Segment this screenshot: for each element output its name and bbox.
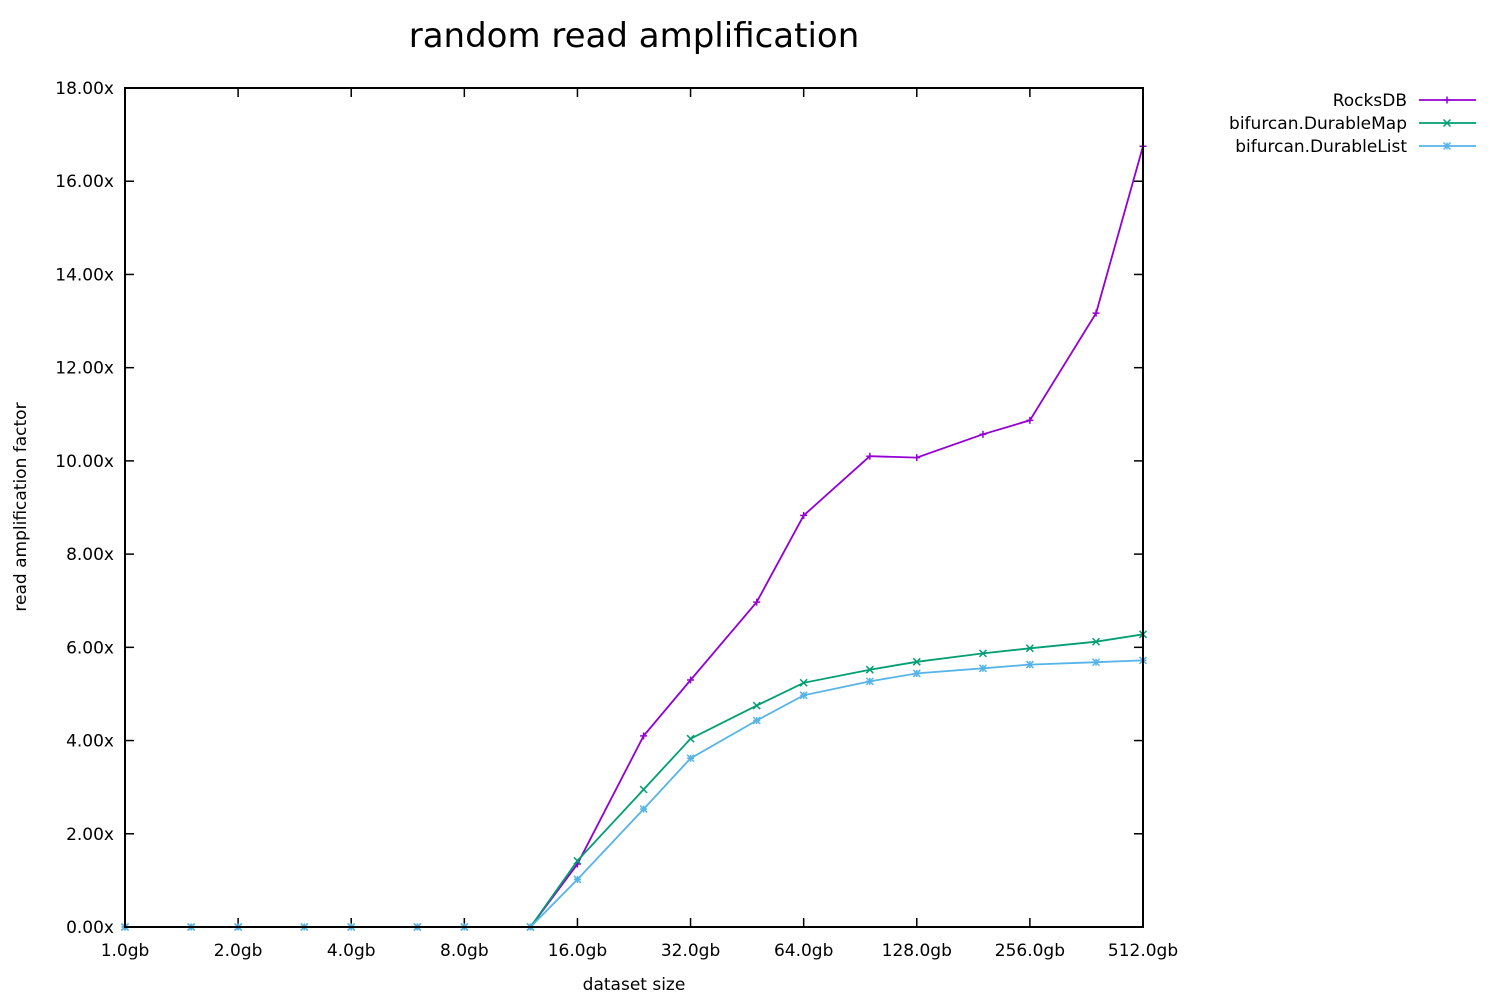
data-point bbox=[1025, 660, 1034, 669]
x-tick-label: 32.0gb bbox=[661, 941, 720, 961]
data-point bbox=[799, 691, 808, 700]
y-tick-label: 4.00x bbox=[66, 732, 114, 752]
data-point bbox=[913, 454, 921, 462]
legend-marker bbox=[1443, 96, 1451, 104]
data-point bbox=[1092, 637, 1101, 646]
legend-label: RocksDB bbox=[1333, 91, 1407, 111]
data-point bbox=[1092, 309, 1100, 317]
series-line-0 bbox=[125, 146, 1144, 928]
series-line-1 bbox=[125, 633, 1144, 928]
data-point bbox=[978, 649, 987, 658]
y-tick-label: 2.00x bbox=[66, 825, 114, 845]
data-point bbox=[800, 511, 808, 519]
data-point bbox=[686, 734, 695, 743]
x-tick-label: 2.0gb bbox=[214, 941, 263, 961]
legend-marker bbox=[1442, 141, 1452, 151]
x-tick-label: 4.0gb bbox=[327, 941, 376, 961]
data-point bbox=[639, 805, 648, 814]
data-point bbox=[640, 732, 648, 740]
data-point bbox=[865, 665, 874, 674]
y-tick-label: 12.00x bbox=[55, 359, 114, 379]
legend: RocksDB bifurcan.DurableMap bifurcan.Durab… bbox=[1229, 91, 1476, 157]
x-tick-label: 256.0gb bbox=[995, 941, 1065, 961]
data-point bbox=[752, 701, 761, 710]
data-point bbox=[1026, 416, 1034, 424]
data-point bbox=[912, 657, 921, 666]
data-point bbox=[573, 856, 582, 865]
data-point bbox=[978, 664, 987, 673]
data-point bbox=[639, 785, 648, 794]
data-point bbox=[912, 669, 921, 678]
series-line-2 bbox=[125, 659, 1144, 928]
data-point bbox=[1025, 644, 1034, 653]
data-point bbox=[686, 754, 695, 763]
plot-frame bbox=[124, 87, 1144, 928]
data-point bbox=[1092, 658, 1101, 667]
axes: 0.00x 2.00x 4.00x 6.00x 8.00x 10.00x 12.00x 14.… bbox=[55, 79, 1178, 961]
y-tick-label: 0.00x bbox=[66, 918, 114, 938]
data-point bbox=[866, 452, 874, 460]
y-tick-label: 16.00x bbox=[55, 172, 114, 192]
x-axis-label: dataset size bbox=[583, 975, 686, 995]
x-tick-label: 64.0gb bbox=[774, 941, 833, 961]
data-point bbox=[752, 716, 761, 725]
y-tick-label: 10.00x bbox=[55, 452, 114, 472]
y-tick-label: 8.00x bbox=[66, 545, 114, 565]
data-point bbox=[753, 598, 761, 606]
y-tick-label: 14.00x bbox=[55, 265, 114, 285]
x-tick-label: 128.0gb bbox=[882, 941, 952, 961]
y-axis-label: read amplification factor bbox=[11, 402, 31, 611]
x-tick-label: 1.0gb bbox=[101, 941, 150, 961]
legend-marker bbox=[1442, 118, 1452, 128]
x-tick-label: 16.0gb bbox=[548, 941, 607, 961]
x-tick-label: 512.0gb bbox=[1108, 941, 1178, 961]
data-point bbox=[979, 430, 987, 438]
data-point bbox=[687, 676, 695, 684]
legend-label: bifurcan.DurableMap bbox=[1229, 114, 1407, 134]
y-tick-label: 18.00x bbox=[55, 79, 114, 99]
x-tick-label: 8.0gb bbox=[440, 941, 489, 961]
chart-title: random read amplification bbox=[409, 16, 860, 56]
legend-label: bifurcan.DurableList bbox=[1235, 137, 1407, 157]
y-tick-label: 6.00x bbox=[66, 638, 114, 658]
plot-area bbox=[120, 142, 1148, 932]
data-point bbox=[573, 875, 582, 884]
data-point bbox=[865, 677, 874, 686]
data-point bbox=[799, 678, 808, 687]
